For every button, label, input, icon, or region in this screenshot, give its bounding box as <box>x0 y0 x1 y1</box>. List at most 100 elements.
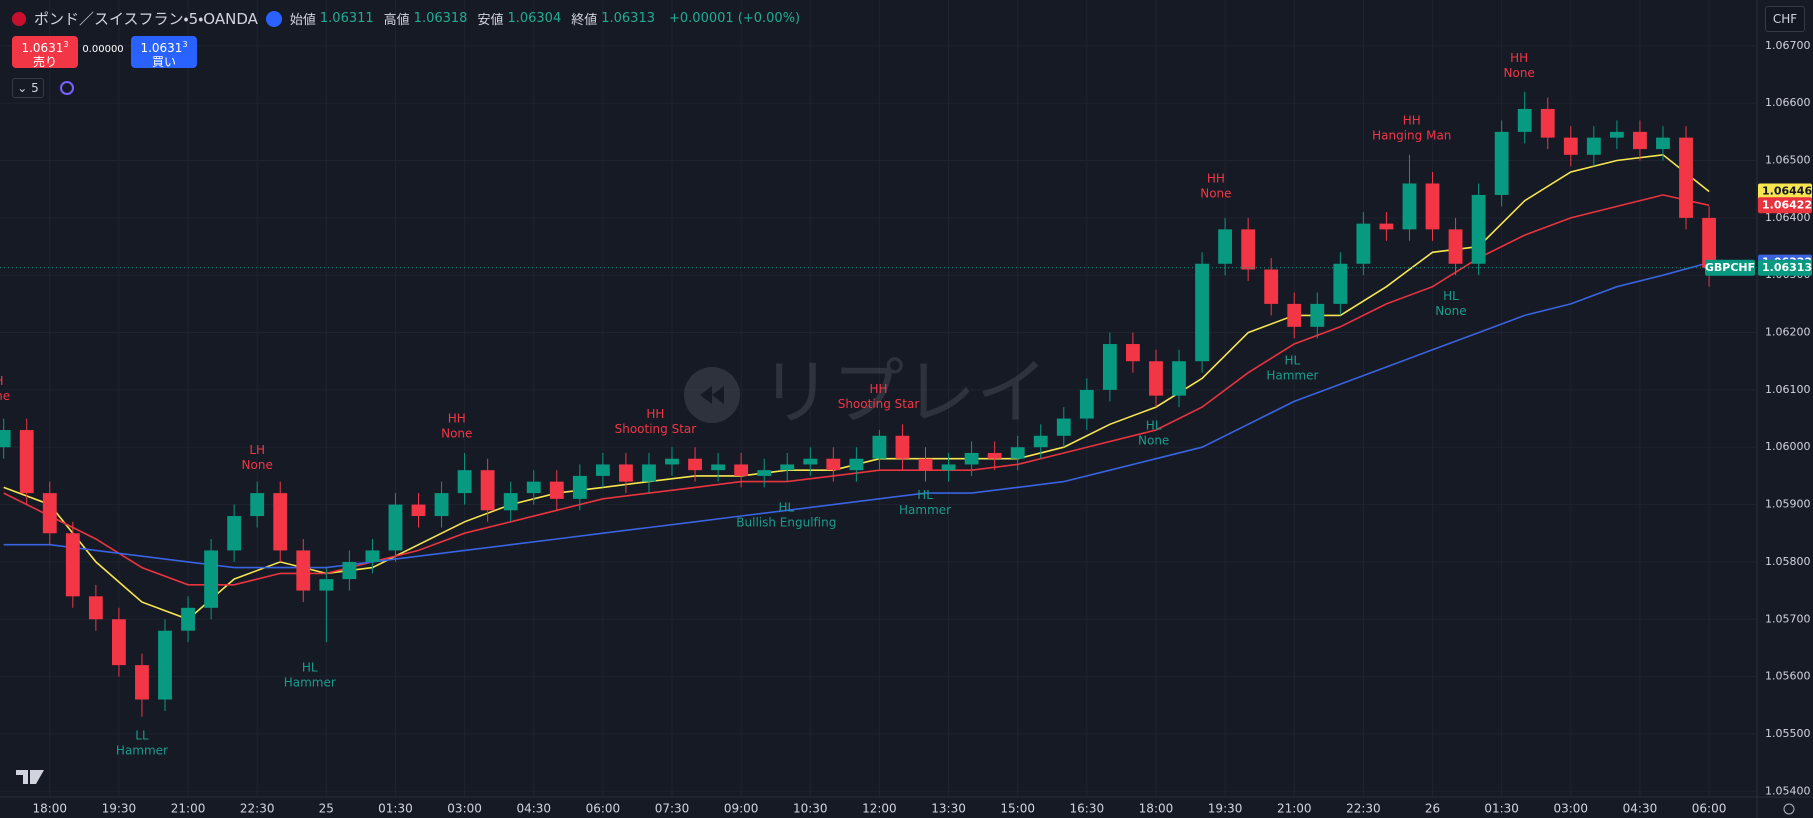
candle-body <box>1195 263 1209 362</box>
pattern-label: HL <box>1285 354 1301 368</box>
x-tick-label: 10:30 <box>793 802 828 816</box>
candle-body <box>1149 361 1163 396</box>
candle-body <box>849 458 864 471</box>
candle-body <box>480 470 495 511</box>
x-tick-label: 03:00 <box>1553 802 1588 816</box>
ohlc-label: 始値 <box>289 13 316 28</box>
sell-price: 1.0631 <box>21 41 64 55</box>
moving-average <box>3 261 1710 569</box>
pattern-name: Shooting Star <box>838 397 920 411</box>
candle-body <box>734 464 749 476</box>
pattern-name: Hammer <box>1266 369 1318 383</box>
interval-button[interactable]: ⌄ 5 <box>12 78 44 98</box>
x-tick-label: 21:00 <box>171 802 206 816</box>
x-tick-label: 13:30 <box>931 802 966 816</box>
pattern-label: HL <box>917 488 933 502</box>
x-tick-label: 22:30 <box>1346 802 1381 816</box>
replay-icon[interactable] <box>265 10 282 27</box>
candle-body <box>1425 183 1440 230</box>
y-tick-label: 1.06000 <box>1765 440 1811 453</box>
candle-body <box>826 458 841 471</box>
pattern-name: Shooting Star <box>615 422 697 436</box>
x-tick-label: 19:30 <box>1208 802 1243 816</box>
y-tick-label: 1.06500 <box>1765 154 1811 167</box>
pattern-label: LH <box>249 443 265 457</box>
candle-body <box>365 550 380 562</box>
pattern-name: Hammer <box>116 744 168 758</box>
candle-body <box>1010 447 1025 459</box>
x-tick-label: 03:00 <box>447 802 482 816</box>
candle-body <box>1379 223 1394 230</box>
settings-icon[interactable] <box>1783 803 1795 815</box>
x-tick-label: 18:00 <box>32 802 67 816</box>
candle-body <box>388 504 403 551</box>
candle-body <box>457 470 472 494</box>
x-tick-label: 01:30 <box>1484 802 1519 816</box>
candle-body <box>342 561 357 580</box>
candle-body <box>1218 229 1233 264</box>
candle-body <box>572 475 587 499</box>
watermark: リプレイ <box>684 351 1048 435</box>
candle-body <box>1702 217 1716 268</box>
sell-button[interactable]: 1.06313 売り <box>12 36 78 69</box>
change: +0.00001 (+0.00%) <box>669 11 801 26</box>
logo-shape <box>16 770 44 784</box>
candle-body <box>1517 108 1532 132</box>
x-tick-label: 25 <box>319 802 334 816</box>
x-tick-label: 19:30 <box>102 802 137 816</box>
buy-label: 買い <box>151 55 176 69</box>
pattern-label: HH <box>448 412 466 426</box>
y-tick-label: 1.06400 <box>1765 211 1811 224</box>
axes: 1.067001.066001.065001.064001.063001.062… <box>32 39 1812 816</box>
candle-body <box>1333 263 1348 304</box>
x-tick-label: 09:00 <box>724 802 759 816</box>
candle-body <box>895 435 910 459</box>
candle-body <box>1448 229 1463 264</box>
candle-body <box>112 619 126 666</box>
candle-body <box>135 665 149 700</box>
y-tick-label: 1.05400 <box>1765 784 1811 797</box>
y-tick-label: 1.05900 <box>1765 498 1811 511</box>
candle-body <box>987 452 1002 459</box>
candle-body <box>595 464 610 476</box>
candle-body <box>872 435 887 459</box>
x-tick-label: 26 <box>1425 802 1440 816</box>
candle-body <box>665 458 679 465</box>
candle-body <box>964 452 979 465</box>
symbol-name[interactable]: ポンド／スイスフラン・5・OANDA <box>34 10 258 28</box>
symbol-tag-label: GBPCHF <box>1705 261 1755 274</box>
pattern-name: None <box>242 458 273 472</box>
price-tag <box>1758 197 1812 214</box>
y-tick-label: 1.06600 <box>1765 96 1811 109</box>
buy-price: 1.0631 <box>140 41 183 55</box>
candle-body <box>42 493 57 534</box>
candle-body <box>941 464 956 471</box>
grid <box>0 0 1757 797</box>
sell-label: 売り <box>32 55 57 69</box>
candle-body <box>1540 108 1555 138</box>
candle-body <box>227 516 242 551</box>
buy-pip: 3 <box>182 40 188 49</box>
pattern-name: None <box>1200 186 1231 200</box>
interval: 5 <box>31 81 39 95</box>
symbol-tag <box>1705 259 1755 276</box>
candle-body <box>158 630 172 700</box>
candle-body <box>19 430 34 494</box>
x-tick-label: 18:00 <box>1139 802 1174 816</box>
symbol-bar: ポンド／スイスフラン・5・OANDA 始値 1.06311 高値 1.06318 安値 1… <box>12 8 806 29</box>
currency-button[interactable]: CHF <box>1765 6 1805 32</box>
price-tag-label: 1.06313 <box>1762 261 1812 274</box>
ohlc-values: 始値 1.06311 高値 1.06318 安値 1.06304 終値 1.06313 <box>290 9 661 28</box>
candle-body <box>273 493 288 551</box>
candle-body <box>780 464 795 471</box>
watermark-icon-arrows <box>700 386 724 404</box>
ohlc-value: 1.06304 <box>507 11 562 26</box>
pattern-label: HL <box>1443 289 1459 303</box>
x-tick-label: 04:30 <box>1623 802 1658 816</box>
pattern-label: HH <box>869 382 887 396</box>
buy-button[interactable]: 1.06313 買い <box>131 36 197 69</box>
indicator-icon[interactable] <box>60 81 74 95</box>
x-tick-label: 15:00 <box>1000 802 1035 816</box>
x-tick-label: 06:00 <box>1692 802 1727 816</box>
